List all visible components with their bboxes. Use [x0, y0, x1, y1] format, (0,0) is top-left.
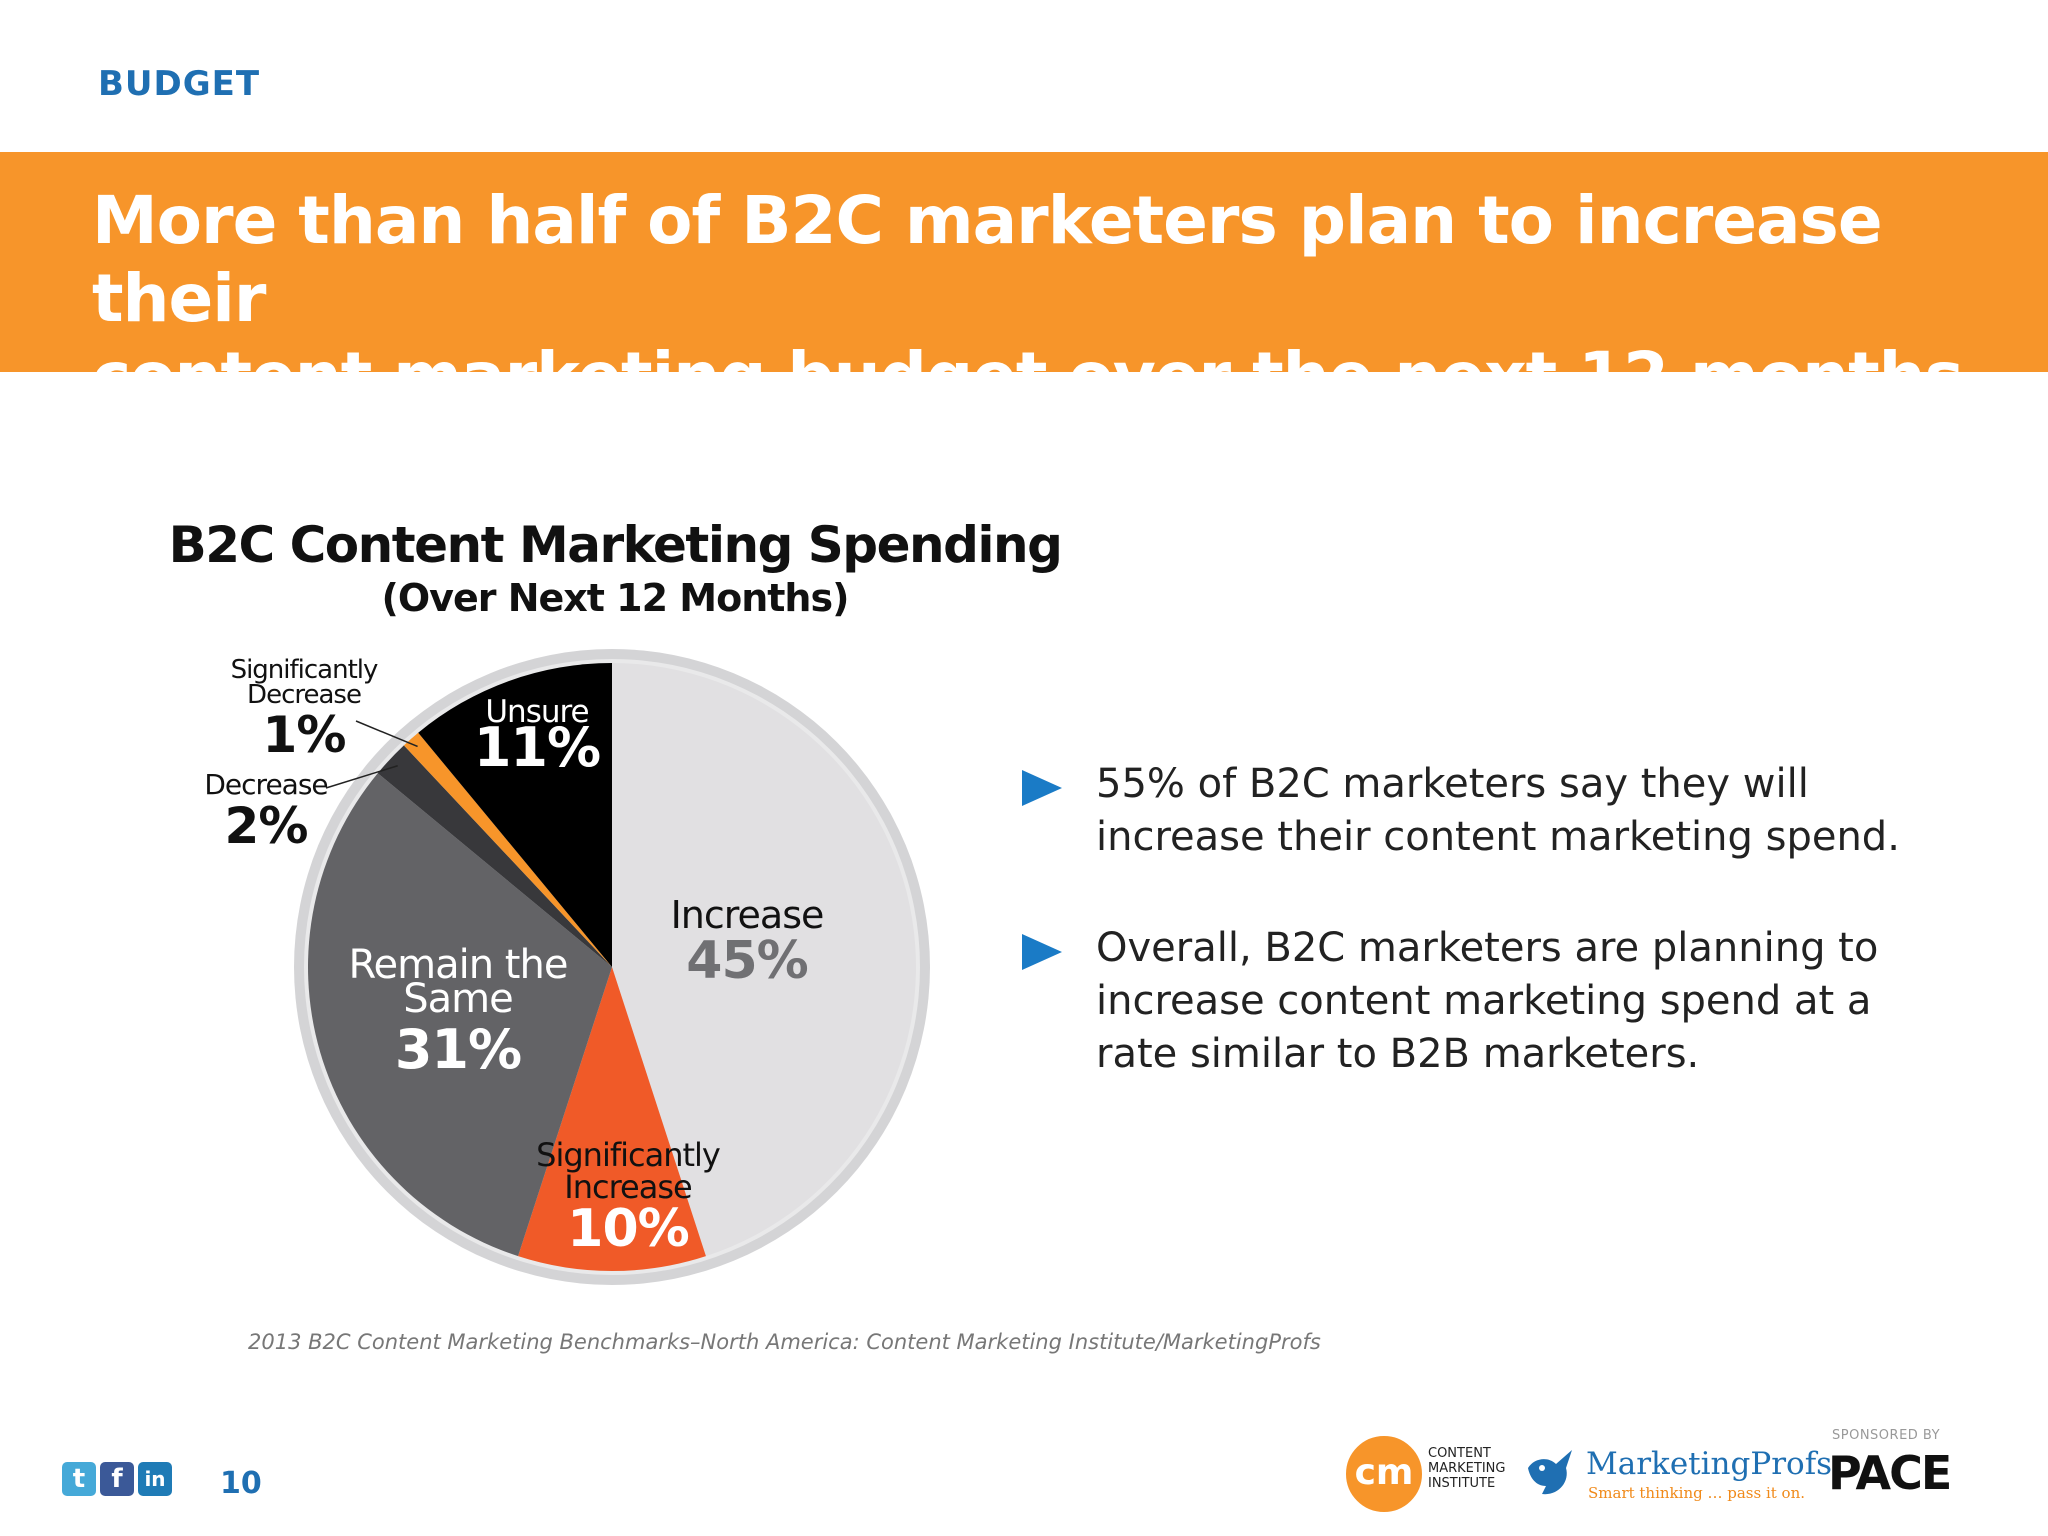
- cmi-line-2: MARKETING: [1428, 1461, 1506, 1476]
- cmi-logo-icon: cm: [1346, 1436, 1422, 1512]
- bullet-1-line-1: 55% of B2C marketers say they will: [1096, 761, 1809, 807]
- marketingprofs-tagline: Smart thinking … pass it on.: [1588, 1484, 1806, 1502]
- pie-slice-increase: [612, 663, 916, 1257]
- pie-label-decrease: Decrease: [204, 768, 327, 801]
- pie-value-decrease: 2%: [225, 797, 308, 855]
- bullet-2-line-2: increase content marketing spend at a: [1096, 978, 1872, 1024]
- pie-label-unsure: Unsure: [485, 694, 588, 730]
- pie-label-remain-the-same: Same: [403, 976, 512, 1022]
- bullet-2-line-1: Overall, B2C marketers are planning to: [1096, 925, 1879, 971]
- chart-title: B2C Content Marketing Spending: [168, 516, 1063, 574]
- pie-value-significantly-increase: 10%: [567, 1199, 688, 1259]
- pie-slice-unsure: [418, 663, 612, 967]
- bullet-1-line-2: increase their content marketing spend.: [1096, 814, 1900, 860]
- pie-label-significantly-increase: Increase: [564, 1168, 691, 1206]
- bullet-2-line-3: rate similar to B2B marketers.: [1096, 1031, 1700, 1077]
- pie-label-significantly-decrease: Significantly: [231, 655, 378, 685]
- pie-slices: [307, 663, 916, 1272]
- bird-icon: [1528, 1450, 1572, 1495]
- facebook-icon[interactable]: f: [100, 1462, 134, 1496]
- pie-label-significantly-decrease: Decrease: [247, 680, 361, 710]
- pie-slice-significantly-decrease: [403, 732, 612, 967]
- pie-slice-decrease: [377, 745, 612, 967]
- page-number: 10: [220, 1466, 262, 1501]
- headline-line-2: content marketing budget over the next 1…: [92, 338, 1988, 415]
- pie-leader-lines: [325, 720, 418, 789]
- pie-value-increase: 45%: [686, 931, 807, 991]
- bullet-triangle-icon: [1022, 934, 1062, 970]
- leader-line-significantly-decrease: [355, 720, 418, 748]
- cmi-line-3: INSTITUTE: [1428, 1476, 1496, 1491]
- bullet-1-text: 55% of B2C marketers say they will incre…: [1096, 758, 1996, 864]
- pace-name: PACE: [1828, 1446, 1952, 1500]
- pie-label-remain-the-same: Remain the: [349, 942, 568, 988]
- bullet-triangle-icon: [1022, 770, 1062, 806]
- bullet-2-text: Overall, B2C marketers are planning to i…: [1096, 922, 1996, 1081]
- headline-banner: More than half of B2C marketers plan to …: [0, 152, 2048, 415]
- pie-label-increase: Increase: [671, 893, 824, 937]
- pie-chart: Increase45%SignificantlyIncrease10%Remai…: [204, 649, 930, 1285]
- cmi-line-1: CONTENT: [1428, 1446, 1491, 1461]
- pie-slice-significantly-increase: [518, 967, 706, 1272]
- source-citation: 2013 B2C Content Marketing Benchmarks–No…: [248, 1330, 1321, 1354]
- pie-label-significantly-increase: Significantly: [536, 1136, 720, 1174]
- pie-value-significantly-decrease: 1%: [263, 706, 346, 764]
- leader-line-decrease: [325, 765, 398, 789]
- marketingprofs-name: MarketingProfs: [1586, 1446, 1833, 1482]
- cmi-logo-text: CONTENT MARKETING INSTITUTE: [1428, 1446, 1538, 1491]
- twitter-icon[interactable]: t: [62, 1462, 96, 1496]
- chart-subtitle: (Over Next 12 Months): [381, 576, 850, 620]
- linkedin-icon[interactable]: in: [138, 1462, 172, 1496]
- headline-line-1: More than half of B2C marketers plan to …: [92, 182, 1883, 337]
- sponsored-by-label: SPONSORED BY: [1832, 1428, 1941, 1443]
- section-label: BUDGET: [98, 64, 261, 104]
- pie-slice-remain-the-same: [307, 773, 612, 1257]
- pie-value-unsure: 11%: [474, 716, 600, 779]
- pie-labels: Increase45%SignificantlyIncrease10%Remai…: [204, 655, 824, 1259]
- headline-title: More than half of B2C marketers plan to …: [92, 182, 1992, 416]
- pie-value-remain-the-same: 31%: [395, 1018, 521, 1081]
